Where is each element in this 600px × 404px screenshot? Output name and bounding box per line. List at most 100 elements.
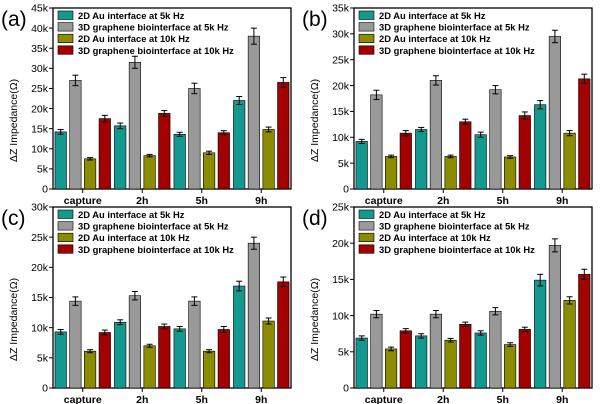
y-tick-label: 0 [343, 383, 349, 395]
bar-4-5h [518, 115, 531, 190]
legend-label: 3D graphene biointerface at 5k Hz [78, 22, 229, 33]
bar-1-2h [114, 125, 127, 190]
legend-label: 2D Au interface at 5k Hz [78, 10, 185, 21]
y-tick-label: 5k [338, 158, 350, 170]
bar-2-9h [548, 36, 561, 190]
bar-3-capture [84, 350, 97, 389]
x-category-label: 5h [196, 394, 208, 404]
bar-4-9h [277, 281, 290, 389]
y-tick-label: 25k [332, 202, 350, 214]
legend-swatch [358, 10, 375, 20]
panel-label: (b) [302, 8, 328, 31]
bar-1-2h [114, 321, 127, 389]
x-category-label: capture [365, 195, 403, 207]
bar-2-capture [69, 80, 82, 190]
bar-1-capture [54, 131, 67, 190]
bar-4-capture [399, 330, 412, 389]
x-category-label: 9h [255, 394, 267, 404]
y-tick-label: 25k [31, 83, 49, 95]
bar-4-2h [158, 326, 171, 389]
bar-3-5h [203, 152, 216, 190]
bar-2-capture [69, 300, 82, 389]
legend-swatch [358, 232, 375, 242]
x-category-label: 9h [556, 394, 568, 404]
y-tick-label: 35k [31, 43, 49, 55]
legend-swatch [57, 221, 74, 231]
legend-swatch [57, 232, 74, 242]
x-category-label: 2h [136, 394, 148, 404]
legend-label: 2D Au interface at 5k Hz [379, 209, 486, 220]
panel-2: 0 5k 10k 15k 20k 25k 30k ΔZ Impedance(Ω) (c) capt… [1, 202, 292, 404]
bar-4-5h [217, 132, 230, 190]
bar-1-5h [173, 328, 186, 389]
bar-2-2h [128, 61, 141, 190]
legend-swatch [57, 10, 74, 20]
legend-swatch [57, 209, 74, 219]
y-tick-label: 5k [37, 353, 49, 365]
x-category-label: 5h [497, 394, 509, 404]
legend-swatch [358, 22, 375, 32]
bar-1-5h [173, 133, 186, 190]
plot-frame [353, 206, 593, 389]
bar-2-2h [429, 80, 442, 190]
bar-4-9h [578, 78, 591, 190]
bar-1-5h [474, 332, 487, 389]
bar-1-9h [534, 279, 547, 389]
bar-4-5h [518, 329, 531, 389]
panel-1: 0 5k 10k 15k 20k 25k 30k 35k ΔZ Impedance(Ω) (b) c… [302, 3, 593, 207]
y-tick-label: 5k [37, 164, 49, 176]
plot-frame [353, 7, 593, 190]
y-tick-label: 20k [332, 238, 350, 250]
legend-label: 3D graphene biointerface at 10k Hz [379, 244, 535, 255]
bar-2-2h [429, 313, 442, 389]
bar-2-5h [188, 88, 201, 190]
bar-4-9h [277, 82, 290, 190]
bar-1-9h [233, 285, 246, 389]
legend-swatch [358, 244, 375, 254]
bar-1-2h [415, 335, 428, 389]
y-tick-label: 35k [332, 3, 350, 15]
legend-label: 3D graphene biointerface at 10k Hz [78, 45, 234, 56]
x-category-label: 2h [437, 394, 449, 404]
x-category-label: 9h [556, 195, 568, 207]
x-category-label: 2h [136, 195, 148, 207]
bar-3-capture [385, 156, 398, 190]
y-tick-label: 15k [332, 274, 350, 286]
x-category-label: 9h [255, 195, 267, 207]
bar-3-9h [563, 300, 576, 389]
x-category-label: 5h [196, 195, 208, 207]
bar-2-9h [247, 35, 260, 190]
bar-3-2h [444, 339, 457, 389]
bar-2-capture [370, 94, 383, 190]
y-axis-title: ΔZ Impedance(Ω) [8, 278, 20, 361]
bar-3-2h [143, 155, 156, 190]
panel-0: 0 5k 10k 15k 20k 25k 30k 35k 40k 45k ΔZ Impedance(… [1, 3, 292, 207]
legend-label: 3D graphene biointerface at 5k Hz [379, 221, 530, 232]
x-category-label: 2h [437, 195, 449, 207]
legend-label: 2D Au interface at 10k Hz [379, 232, 491, 243]
bar-1-9h [233, 100, 246, 190]
bar-2-5h [188, 300, 201, 389]
y-tick-label: 10k [332, 132, 350, 144]
legend-label: 2D Au interface at 5k Hz [379, 10, 486, 21]
bar-3-9h [262, 320, 275, 389]
bar-2-capture [370, 313, 383, 389]
y-tick-label: 25k [31, 232, 49, 244]
bar-4-9h [578, 274, 591, 389]
panel-label: (a) [1, 8, 27, 31]
bar-1-2h [415, 129, 428, 190]
y-tick-label: 0 [42, 184, 48, 196]
bar-4-2h [459, 323, 472, 389]
legend-label: 3D graphene biointerface at 10k Hz [78, 244, 234, 255]
bar-4-capture [98, 118, 111, 190]
bar-2-2h [128, 295, 141, 389]
y-tick-label: 30k [332, 29, 350, 41]
y-tick-label: 5k [338, 347, 350, 359]
plot-frame [52, 7, 292, 190]
legend-swatch [358, 45, 375, 55]
y-tick-label: 30k [31, 63, 49, 75]
legend-label: 2D Au interface at 10k Hz [78, 232, 190, 243]
y-tick-label: 40k [31, 23, 49, 35]
bar-2-9h [548, 245, 561, 389]
